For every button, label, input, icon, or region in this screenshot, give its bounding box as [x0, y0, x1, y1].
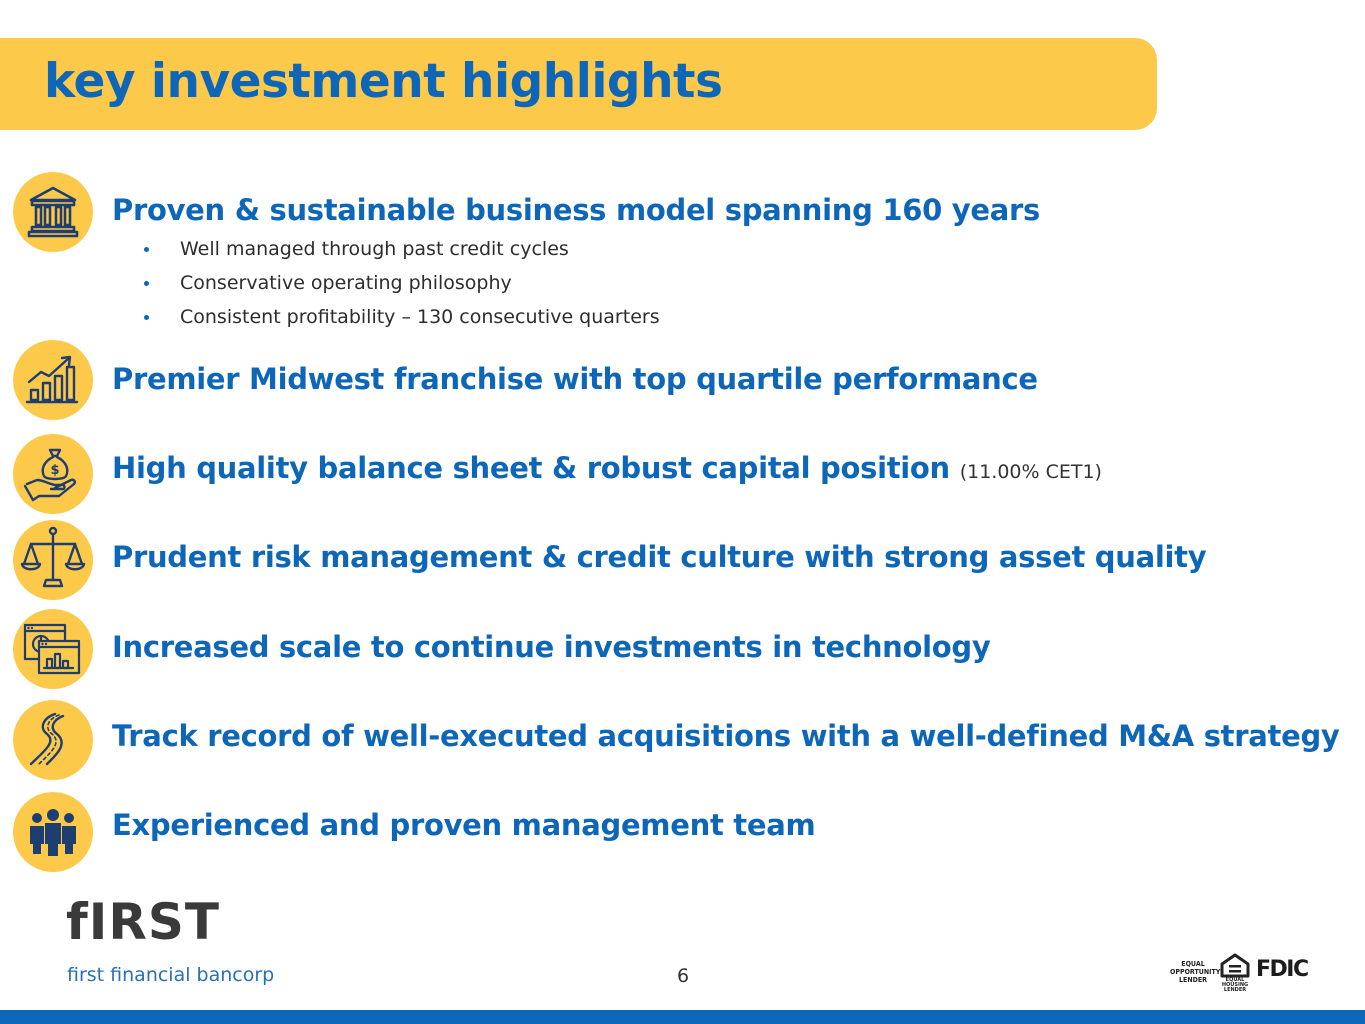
- cet1-note: (11.00% CET1): [959, 461, 1102, 483]
- bullet-text: Consistent profitability – 130 consecuti…: [180, 306, 660, 328]
- equal-opportunity-lender-badge: EQUAL OPPORTUNITY LENDER: [1170, 960, 1221, 984]
- bullet-dot: [144, 281, 149, 286]
- eol-line: EQUAL: [1181, 960, 1205, 968]
- title-banner: [0, 38, 1157, 130]
- business-model-bullets: Well managed through past credit cycles …: [144, 234, 660, 336]
- highlight-heading-technology: Increased scale to continue investments …: [112, 630, 991, 664]
- bullet-item: Consistent profitability – 130 consecuti…: [144, 302, 660, 336]
- bullet-text: Well managed through past credit cycles: [180, 238, 569, 260]
- svg-text:$: $: [50, 463, 59, 478]
- bullet-dot: [144, 247, 149, 252]
- highlight-heading-franchise: Premier Midwest franchise with top quart…: [112, 362, 1038, 396]
- highlight-heading-acquisitions: Track record of well-executed acquisitio…: [112, 719, 1340, 753]
- eol-line: LENDER: [1179, 976, 1207, 984]
- dashboard-windows-icon: [13, 609, 93, 689]
- money-bag-hand-icon: $: [13, 434, 93, 514]
- first-logo: fIRST: [66, 893, 220, 951]
- winding-road-icon: [13, 700, 93, 780]
- team-people-icon: [13, 792, 93, 872]
- page-title: key investment highlights: [44, 54, 723, 109]
- eol-line: OPPORTUNITY: [1170, 968, 1221, 976]
- highlight-heading-balance-sheet: High quality balance sheet & robust capi…: [112, 448, 1102, 492]
- page-number: 6: [676, 965, 690, 987]
- balance-scale-icon: [13, 520, 93, 600]
- logo-tagline: first financial bancorp: [67, 964, 275, 986]
- bank-building-icon: [13, 172, 93, 252]
- bullet-text: Conservative operating philosophy: [180, 272, 512, 294]
- highlight-heading-text: High quality balance sheet & robust capi…: [112, 451, 950, 485]
- fdic-logo: FDIC: [1256, 957, 1309, 982]
- bullet-item: Well managed through past credit cycles: [144, 234, 660, 268]
- bullet-dot: [144, 315, 149, 320]
- growth-chart-icon: [13, 340, 93, 420]
- equal-housing-label: EQUAL HOUSING LENDER: [1221, 977, 1249, 993]
- equal-housing-icon: [1220, 953, 1250, 978]
- highlight-heading-risk-management: Prudent risk management & credit culture…: [112, 540, 1207, 574]
- highlight-heading-management-team: Experienced and proven management team: [112, 808, 816, 842]
- highlight-heading-business-model: Proven & sustainable business model span…: [112, 193, 1040, 227]
- bottom-bar: [0, 1010, 1365, 1024]
- bullet-item: Conservative operating philosophy: [144, 268, 660, 302]
